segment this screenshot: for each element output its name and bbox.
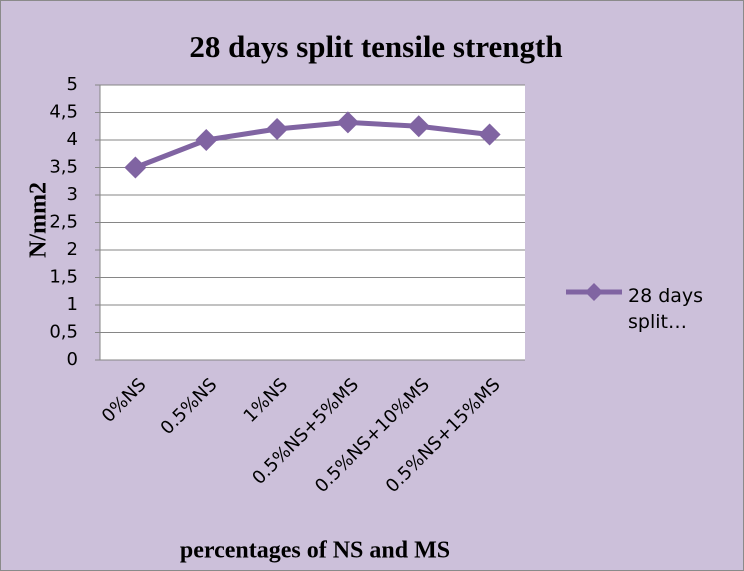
y-tick-label: 4 — [67, 129, 78, 150]
y-tick-label: 4,5 — [49, 102, 78, 123]
y-tick-label: 1 — [67, 294, 78, 315]
data-point — [336, 111, 359, 134]
y-tick-label: 2 — [67, 239, 78, 260]
data-point — [407, 115, 430, 138]
data-point — [478, 123, 501, 146]
y-tick-label: 3 — [67, 184, 78, 205]
legend-label: 28 days split… — [628, 285, 704, 333]
y-tick-label: 0,5 — [49, 322, 78, 343]
x-axis-label: percentages of NS and MS — [180, 538, 450, 564]
data-point — [195, 129, 218, 151]
data-point — [124, 156, 147, 179]
y-tick-label: 5 — [67, 74, 78, 95]
y-tick-label: 1,5 — [49, 267, 78, 288]
data-point — [266, 118, 289, 140]
series-line — [134, 119, 490, 170]
y-axis-label: N/mm2 — [26, 182, 52, 258]
chart-title: 28 days split tensile strength — [189, 29, 562, 64]
y-tick-label: 2,5 — [49, 212, 78, 233]
y-tick-label: 3,5 — [49, 157, 78, 178]
y-tick-label: 0 — [67, 349, 78, 370]
legend-marker — [585, 283, 603, 301]
